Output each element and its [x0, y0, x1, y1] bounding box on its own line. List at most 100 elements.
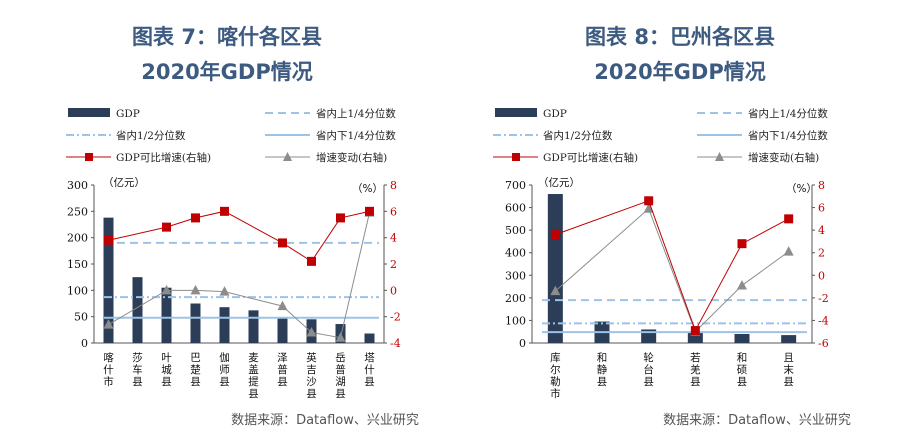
legend-lower-quartile-label: 省内下1/4分位数 — [316, 129, 396, 142]
category-label: 库尔勒市 — [550, 351, 561, 400]
legend-change-label: 增速变动(右轴) — [316, 151, 387, 164]
legend-gdp-label: GDP — [543, 108, 567, 120]
chart-7-left-unit: （亿元） — [103, 176, 145, 189]
category-char: 轮 — [643, 351, 654, 364]
category-char: 若 — [690, 351, 701, 364]
growth-point — [737, 239, 747, 249]
category-char: 车 — [132, 363, 143, 376]
chart-8-subtitle: 2020年GDP情况 — [594, 60, 766, 84]
growth-point — [550, 230, 560, 240]
growth-change-line — [555, 207, 789, 333]
gdp-bar — [161, 287, 172, 343]
gdp-bar — [103, 217, 114, 343]
category-char: 伽 — [219, 351, 230, 364]
category-char: 英 — [306, 351, 317, 364]
category-char: 沙 — [306, 376, 317, 388]
category-char: 县 — [277, 376, 288, 388]
chart-8-title: 图表 8：巴州各区县 — [585, 25, 775, 49]
gdp-bar — [364, 333, 375, 343]
category-char: 城 — [161, 364, 172, 376]
category-label: 且末县 — [783, 352, 794, 388]
left-tick-label: 150 — [67, 258, 88, 271]
growth-point — [278, 238, 287, 248]
chart-7-right-unit: （%） — [352, 183, 383, 195]
right-tick-label: 4 — [390, 232, 397, 245]
category-label: 麦盖提县 — [248, 352, 259, 400]
category-char: 普 — [335, 363, 346, 376]
gdp-bar — [781, 335, 797, 343]
chart-8-left-unit: （亿元） — [538, 176, 580, 189]
gdp-bar — [734, 333, 750, 343]
gdp-bar — [547, 194, 563, 343]
category-char: 莎 — [132, 351, 143, 364]
right-tick-label: 6 — [818, 202, 825, 215]
category-char: 勒 — [550, 375, 561, 388]
left-tick-label: 200 — [505, 292, 526, 305]
legend-upper-quartile-label: 省内上1/4分位数 — [316, 107, 396, 120]
category-label: 莎车县 — [132, 351, 143, 388]
legend-change-label: 增速变动(右轴) — [748, 151, 819, 164]
chart-8-right-unit: （%） — [786, 183, 817, 195]
right-tick-label: -4 — [390, 337, 401, 350]
chart-7-source: 数据来源：Dataflow、兴业研究 — [231, 413, 419, 428]
category-char: 县 — [364, 376, 375, 388]
left-tick-label: 200 — [67, 232, 88, 245]
chart-8-legend: GDP 省内上1/4分位数 省内1/2分位数 省内下1/4分位数 GDP可比增速… — [493, 107, 828, 164]
category-char: 硕 — [737, 364, 748, 376]
growth-change-point — [550, 285, 561, 296]
category-char: 师 — [219, 363, 230, 376]
category-char: 市 — [550, 387, 561, 400]
category-char: 什 — [103, 364, 114, 376]
category-label: 伽师县 — [219, 351, 230, 388]
gdp-bar — [687, 332, 703, 343]
category-label: 和硕县 — [737, 352, 748, 388]
category-label: 若羌县 — [690, 351, 701, 388]
category-char: 吉 — [306, 364, 317, 376]
right-tick-label: 2 — [818, 247, 825, 260]
category-label: 轮台县 — [643, 351, 654, 388]
category-char: 县 — [783, 376, 794, 388]
right-tick-label: -4 — [818, 314, 829, 327]
category-label: 和静县 — [597, 352, 608, 388]
chart-8-plot: 0 100 200 300 400 500 600 700 -6 -4 -2 0 2 4 6 8 库尔勒市 和静县… — [505, 179, 829, 400]
chart-7-subtitle: 2020年GDP情况 — [141, 60, 313, 84]
category-char: 提 — [248, 376, 259, 388]
growth-change-point — [277, 300, 288, 311]
category-char: 喀 — [103, 351, 114, 364]
gdp-bar — [277, 318, 288, 343]
left-tick-label: 50 — [74, 311, 88, 324]
right-tick-label: 0 — [390, 284, 397, 297]
legend-median-label: 省内1/2分位数 — [543, 129, 613, 142]
left-tick-label: 300 — [67, 179, 88, 192]
left-tick-label: 0 — [519, 337, 526, 350]
category-label: 喀什市 — [103, 351, 114, 388]
category-char: 且 — [783, 352, 794, 364]
growth-line — [555, 200, 789, 332]
category-char: 什 — [364, 364, 375, 376]
category-char: 麦 — [248, 352, 259, 364]
growth-change-point — [335, 332, 346, 342]
right-tick-label: 2 — [390, 258, 397, 271]
category-char: 静 — [597, 363, 608, 376]
legend-gdp-swatch — [495, 108, 537, 117]
category-label: 泽普县 — [277, 352, 288, 388]
left-tick-label: 600 — [505, 202, 526, 215]
category-char: 盖 — [248, 363, 259, 376]
category-char: 尔 — [550, 363, 561, 376]
category-char: 县 — [690, 376, 701, 388]
category-label: 巴楚县 — [190, 352, 201, 388]
left-tick-label: 400 — [505, 247, 526, 260]
category-label: 塔什县 — [364, 351, 375, 388]
right-tick-label: -6 — [818, 337, 829, 350]
category-char: 县 — [219, 376, 230, 388]
growth-point — [220, 206, 229, 216]
right-tick-label: 4 — [818, 224, 825, 237]
left-tick-label: 100 — [505, 314, 526, 327]
legend-growth-marker — [85, 153, 93, 161]
legend-growth-label: GDP可比增速(右轴) — [116, 151, 211, 164]
category-char: 普 — [277, 363, 288, 376]
legend-gdp-swatch — [68, 108, 110, 117]
growth-change-point — [306, 326, 317, 337]
category-char: 县 — [306, 388, 317, 400]
growth-change-point — [643, 203, 654, 213]
